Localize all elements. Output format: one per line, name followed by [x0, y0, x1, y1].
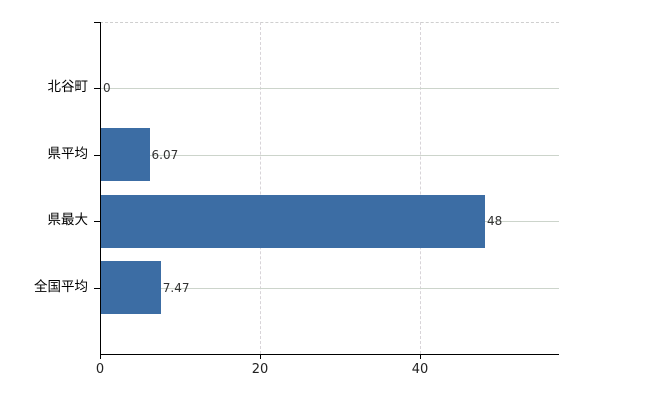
x-tick	[420, 354, 421, 359]
bar-value-label: 7.47	[162, 281, 190, 295]
x-tick-label: 40	[411, 362, 429, 377]
category-gridline	[101, 155, 559, 156]
x-tick-label: 0	[95, 362, 105, 377]
category-gridline	[101, 88, 559, 89]
y-tick	[94, 155, 100, 156]
x-axis	[100, 354, 559, 355]
bar-value-label: 48	[487, 214, 503, 228]
plot-top-border	[100, 22, 559, 23]
y-axis	[100, 22, 101, 359]
y-tick	[94, 221, 100, 222]
y-tick	[94, 88, 100, 89]
x-gridline	[420, 22, 421, 354]
bar-value-label: 0	[103, 81, 111, 95]
category-gridline	[101, 288, 559, 289]
x-tick	[100, 354, 101, 359]
bar	[101, 195, 485, 248]
x-tick	[260, 354, 261, 359]
y-tick	[94, 288, 100, 289]
category-label: 北谷町	[47, 79, 89, 95]
bar	[101, 261, 161, 314]
bar	[101, 128, 150, 181]
x-gridline	[260, 22, 261, 354]
category-label: 全国平均	[34, 279, 88, 295]
category-label: 県平均	[47, 146, 89, 162]
y-axis-top-tick	[94, 22, 100, 23]
x-tick-label: 20	[251, 362, 269, 377]
bar-value-label: 6.07	[151, 148, 179, 162]
category-label: 県最大	[47, 212, 89, 228]
